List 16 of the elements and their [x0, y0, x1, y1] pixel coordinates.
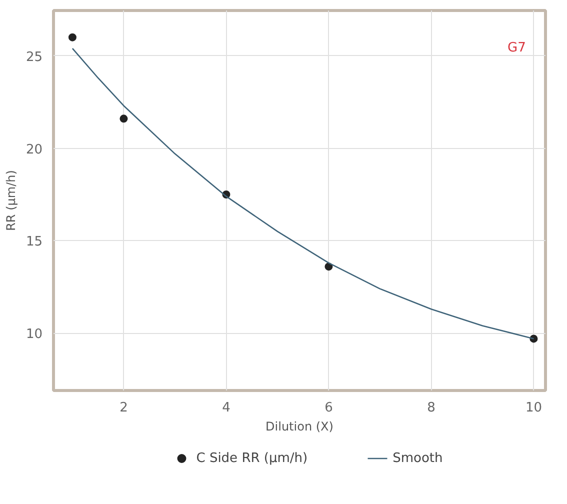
x-tick-label: 6 — [324, 400, 333, 416]
x-tick-label: 4 — [222, 400, 230, 416]
x-axis-title: Dilution (X) — [266, 420, 334, 434]
x-tick-label: 2 — [120, 400, 128, 416]
legend-label: C Side RR (µm/h) — [196, 450, 308, 466]
y-tick-label: 25 — [26, 50, 43, 65]
point — [68, 33, 76, 42]
y-tick-label: 15 — [26, 234, 43, 250]
annotation: G7 — [508, 40, 526, 56]
x-tick-label: 10 — [525, 400, 542, 416]
y-tick-label: 20 — [26, 142, 43, 158]
x-tick-label: 8 — [427, 400, 436, 416]
legend-label: Smooth — [392, 450, 443, 466]
y-tick-label: 10 — [26, 327, 43, 342]
point — [120, 114, 128, 123]
y-axis-title: RR (µm/h) — [4, 170, 18, 231]
